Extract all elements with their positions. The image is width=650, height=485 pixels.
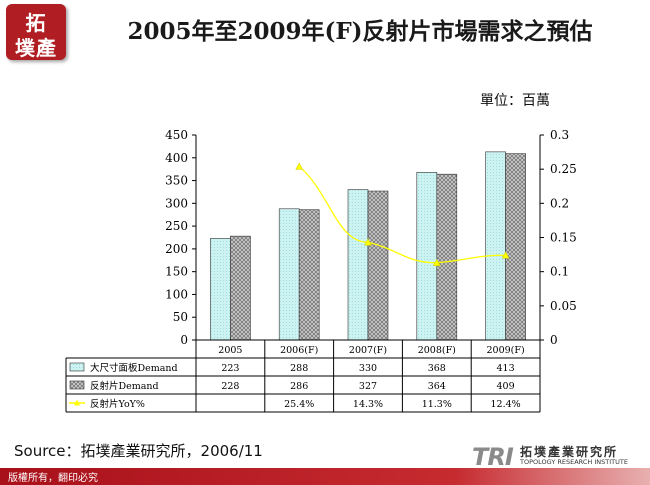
y-left-tick-label: 450 — [165, 128, 188, 142]
y-right-tick-label: 0.2 — [550, 196, 569, 210]
bar-series1 — [416, 172, 438, 341]
bar-series1 — [485, 151, 506, 341]
y-right-tick-label: 0.1 — [550, 265, 569, 279]
y-left-tick-label: 100 — [165, 287, 188, 301]
x-tick-label: 2005 — [218, 345, 242, 356]
y-left-tick-label: 200 — [165, 242, 188, 256]
data-label: 368 — [428, 363, 446, 374]
bar-series1 — [347, 189, 369, 341]
data-label: 12.4% — [491, 399, 521, 410]
yoy-point — [364, 238, 372, 246]
data-label: 223 — [221, 363, 239, 374]
bar-series1 — [210, 238, 231, 341]
yoy-point — [501, 251, 510, 259]
unit-label: 單位：百萬 — [480, 93, 550, 109]
data-label: 11.3% — [422, 399, 452, 410]
y-right-tick-label: 0.15 — [550, 231, 577, 245]
data-label: 409 — [497, 381, 515, 392]
data-label: 330 — [359, 363, 377, 374]
data-label: 25.4% — [284, 399, 314, 410]
x-tick-label: 2007(F) — [349, 345, 387, 356]
y-left-tick-label: 350 — [165, 174, 188, 188]
data-label: 228 — [221, 381, 239, 392]
legend-label: 反射片YoY% — [90, 398, 145, 410]
bar-series1 — [278, 208, 300, 341]
legend-label: 反射片Demand — [90, 380, 159, 392]
brand-block: TRI 拓墣產業研究所 TOPOLOGY RESEARCH INSTITUTE — [470, 443, 650, 471]
legend-marker — [74, 399, 80, 406]
bar-series2 — [436, 173, 458, 341]
y-left-tick-label: 250 — [165, 219, 188, 233]
source-note: Source：拓墣產業研究所，2006/11 — [14, 442, 263, 460]
y-left-tick-label: 50 — [173, 310, 188, 324]
legend-swatch — [69, 362, 85, 372]
data-label: 288 — [290, 363, 308, 374]
y-right-tick-label: 0.3 — [550, 128, 569, 142]
page-title: 2005年至2009年(F)反射片市場需求之預估 — [127, 18, 593, 45]
legend-swatch — [69, 380, 85, 390]
y-left-tick-label: 0 — [180, 333, 188, 347]
y-left-tick-label: 150 — [165, 265, 188, 279]
data-label: 413 — [497, 363, 515, 374]
data-label: 364 — [428, 381, 446, 392]
chart-svg: 0 50 100 150 200 250 300 350 400 450 0 0.05 0.1 0.15 0… — [65, 128, 577, 413]
yoy-point — [295, 162, 304, 170]
logo-char-top: 拓 — [25, 11, 47, 35]
logo-badge: 拓 墣產研 — [6, 4, 66, 89]
x-tick-label: 2009(F) — [487, 345, 525, 356]
y-right-tick-label: 0.05 — [550, 299, 577, 313]
x-tick-label: 2008(F) — [418, 345, 456, 356]
brand-cn-name: 拓墣產業研究所 — [520, 445, 619, 459]
brand-logo-text: TRI — [472, 443, 514, 471]
brand-en-name: TOPOLOGY RESEARCH INSTITUTE — [520, 458, 628, 466]
y-right-tick-label: 0 — [550, 333, 558, 347]
data-label: 14.3% — [353, 399, 383, 410]
yoy-point — [432, 258, 441, 267]
y-left-tick-label: 300 — [165, 196, 188, 210]
bar-series2 — [298, 209, 320, 341]
y-right-tick-label: 0.25 — [550, 162, 577, 176]
data-label: 327 — [359, 381, 377, 392]
yoy-line — [298, 165, 506, 264]
data-label: 286 — [290, 381, 308, 392]
bar-series2 — [367, 190, 389, 341]
x-tick-label: 2006(F) — [280, 345, 318, 356]
footer-bar — [0, 468, 650, 485]
y-left-tick-label: 400 — [165, 151, 188, 165]
logo-chars: 墣產研 — [15, 36, 57, 89]
copyright-text: 版權所有，翻印必究 — [8, 473, 98, 484]
bar-series2 — [505, 153, 526, 341]
legend-label: 大尺寸面板Demand — [90, 362, 178, 374]
bar-series2 — [230, 235, 251, 341]
